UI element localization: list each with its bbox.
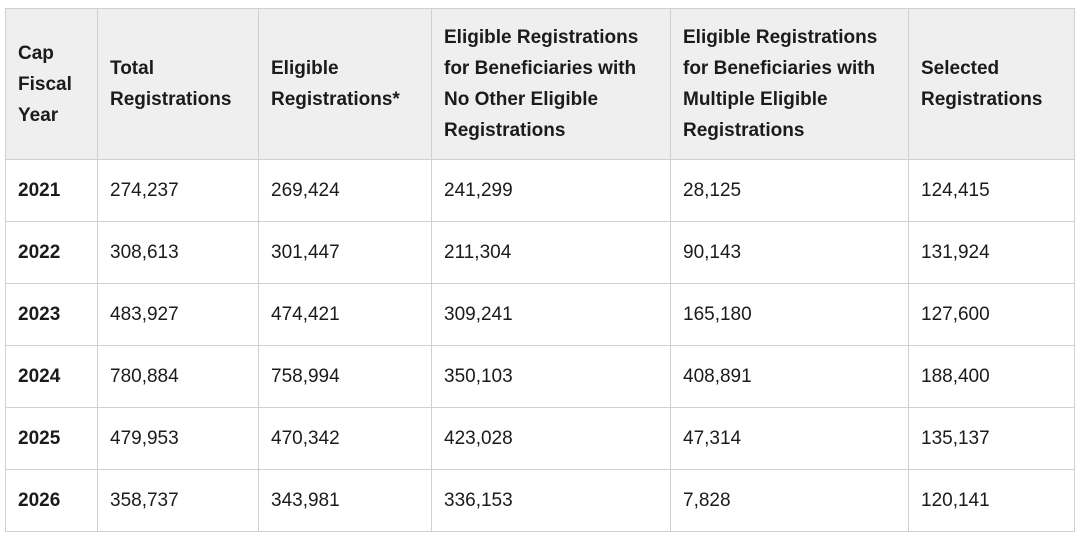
header-eligible-no-other: Eligible Registrations for Beneficiaries… [431, 8, 671, 160]
registrations-table-container: Cap Fiscal Year Total Registrations Elig… [5, 8, 1075, 532]
cell-eligible-no-other: 211,304 [431, 221, 671, 284]
cell-eligible-multiple: 165,180 [670, 283, 909, 346]
cell-total: 780,884 [97, 345, 259, 408]
cell-year: 2026 [5, 469, 98, 532]
cell-year: 2025 [5, 407, 98, 470]
cell-selected: 188,400 [908, 345, 1075, 408]
cell-year: 2024 [5, 345, 98, 408]
cell-eligible-multiple: 408,891 [670, 345, 909, 408]
cell-eligible-multiple: 90,143 [670, 221, 909, 284]
cell-total: 308,613 [97, 221, 259, 284]
table-row: 2023 483,927 474,421 309,241 165,180 127… [5, 283, 1075, 346]
cell-eligible-no-other: 423,028 [431, 407, 671, 470]
cell-total: 274,237 [97, 159, 259, 222]
header-eligible-multiple: Eligible Registrations for Beneficiaries… [670, 8, 909, 160]
cell-eligible: 343,981 [258, 469, 432, 532]
cell-eligible-multiple: 47,314 [670, 407, 909, 470]
cell-eligible: 474,421 [258, 283, 432, 346]
cell-selected: 131,924 [908, 221, 1075, 284]
cell-selected: 124,415 [908, 159, 1075, 222]
cell-eligible-no-other: 309,241 [431, 283, 671, 346]
header-eligible-registrations: Eligible Registrations* [258, 8, 432, 160]
table-row: 2025 479,953 470,342 423,028 47,314 135,… [5, 407, 1075, 470]
cell-eligible: 269,424 [258, 159, 432, 222]
header-total-registrations: Total Registrations [97, 8, 259, 160]
cell-eligible-multiple: 28,125 [670, 159, 909, 222]
table-body: 2021 274,237 269,424 241,299 28,125 124,… [5, 159, 1075, 532]
cell-selected: 120,141 [908, 469, 1075, 532]
registrations-table: Cap Fiscal Year Total Registrations Elig… [5, 8, 1075, 532]
cell-eligible-no-other: 241,299 [431, 159, 671, 222]
cell-total: 358,737 [97, 469, 259, 532]
header-selected-registrations: Selected Registrations [908, 8, 1075, 160]
table-row: 2021 274,237 269,424 241,299 28,125 124,… [5, 159, 1075, 222]
table-row: 2026 358,737 343,981 336,153 7,828 120,1… [5, 469, 1075, 532]
cell-selected: 127,600 [908, 283, 1075, 346]
table-row: 2024 780,884 758,994 350,103 408,891 188… [5, 345, 1075, 408]
header-row: Cap Fiscal Year Total Registrations Elig… [5, 8, 1075, 160]
cell-eligible-no-other: 350,103 [431, 345, 671, 408]
cell-total: 483,927 [97, 283, 259, 346]
table-header: Cap Fiscal Year Total Registrations Elig… [5, 8, 1075, 160]
cell-eligible-no-other: 336,153 [431, 469, 671, 532]
cell-eligible: 470,342 [258, 407, 432, 470]
cell-selected: 135,137 [908, 407, 1075, 470]
cell-year: 2023 [5, 283, 98, 346]
cell-eligible-multiple: 7,828 [670, 469, 909, 532]
cell-year: 2022 [5, 221, 98, 284]
cell-eligible: 301,447 [258, 221, 432, 284]
cell-year: 2021 [5, 159, 98, 222]
header-cap-fiscal-year: Cap Fiscal Year [5, 8, 98, 160]
cell-eligible: 758,994 [258, 345, 432, 408]
table-row: 2022 308,613 301,447 211,304 90,143 131,… [5, 221, 1075, 284]
cell-total: 479,953 [97, 407, 259, 470]
